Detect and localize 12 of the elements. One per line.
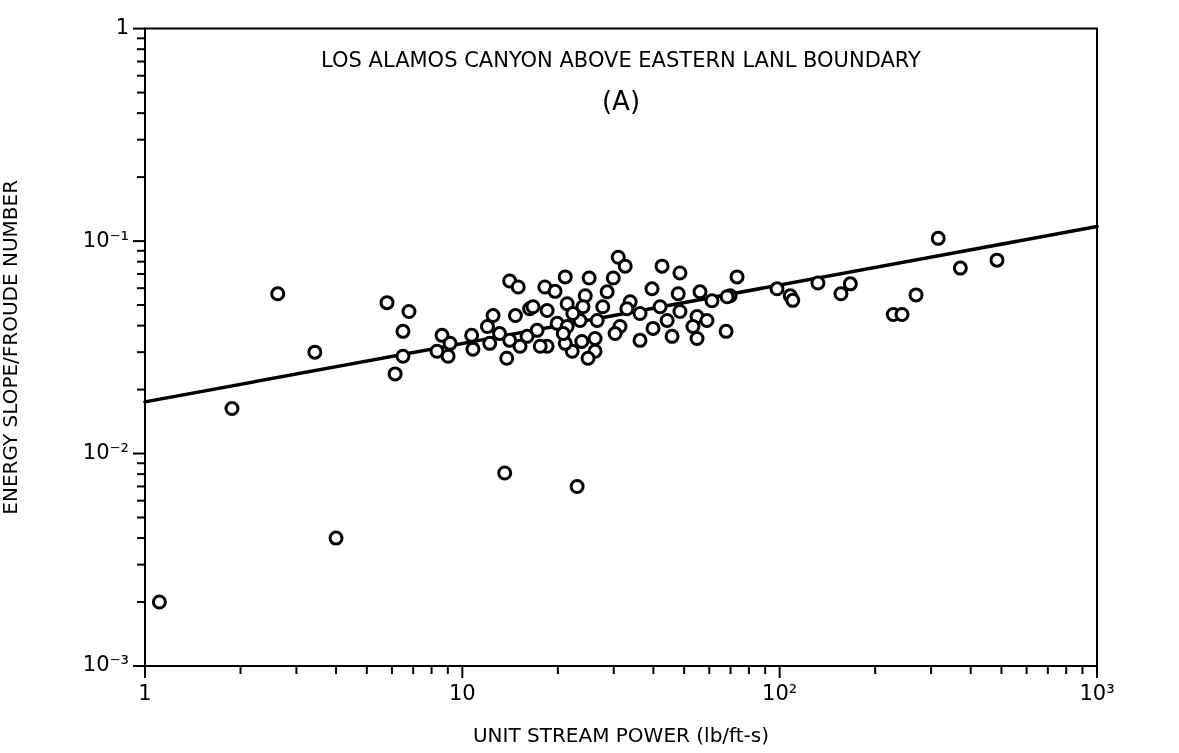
y-tick-label: 10⁻¹ bbox=[82, 227, 129, 252]
y-tick-label: 1 bbox=[115, 15, 129, 40]
y-axis-title: ENERGY SLOPE/FROUDE NUMBER bbox=[0, 179, 23, 515]
y-tick-label: 10⁻² bbox=[82, 439, 129, 464]
x-tick-label: 1 bbox=[138, 681, 152, 706]
x-tick-label: 10³ bbox=[1079, 681, 1115, 706]
x-axis-title: UNIT STREAM POWER (lb/ft-s) bbox=[472, 723, 770, 748]
x-tick-label: 10 bbox=[448, 681, 476, 706]
text: (A) bbox=[601, 86, 641, 117]
x-tick-label: 10² bbox=[762, 681, 798, 706]
text: LOS ALAMOS CANYON ABOVE EASTERN LANL BOUNDARY bbox=[321, 48, 922, 73]
y-tick-label: 10⁻³ bbox=[82, 652, 129, 677]
